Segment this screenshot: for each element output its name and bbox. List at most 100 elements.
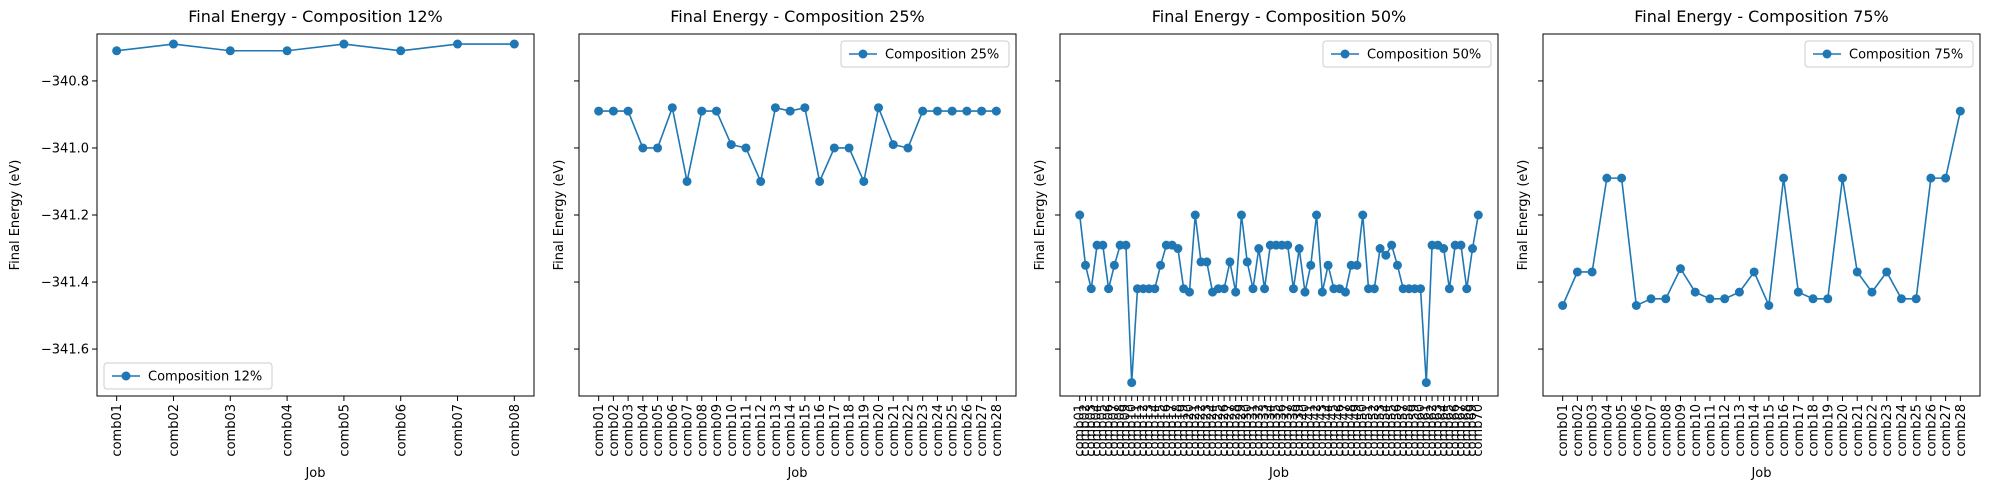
data-point (1323, 260, 1333, 270)
x-tick-label: comb52 (1367, 404, 1382, 457)
x-tick-label: comb23 (1199, 404, 1214, 457)
data-point (1184, 287, 1194, 297)
data-point (1358, 210, 1368, 220)
x-tick-label: comb02 (167, 404, 182, 457)
y-axis-label: Final Energy (eV) (8, 160, 23, 271)
data-point (932, 106, 942, 116)
x-tick-label: comb09 (1119, 404, 1134, 457)
data-point (1587, 267, 1597, 277)
legend: Composition 50% (1322, 40, 1492, 68)
data-point (225, 46, 235, 56)
data-point (1075, 210, 1085, 220)
data-point (991, 106, 1001, 116)
x-tick-label: comb12 (1136, 404, 1151, 457)
data-point (1705, 294, 1715, 304)
data-point (1127, 378, 1137, 388)
x-tick-label: comb27 (1939, 404, 1954, 457)
x-tick-label: comb23 (916, 404, 931, 457)
x-tick-label: comb59 (1407, 404, 1422, 457)
x-tick-label: comb06 (666, 404, 681, 457)
data-point (1242, 257, 1252, 267)
data-point (1955, 106, 1965, 116)
data-point (1572, 267, 1582, 277)
series-line (1561, 110, 1962, 309)
data-point (1926, 173, 1936, 183)
x-tick-label: comb21 (1851, 404, 1866, 457)
x-tick-label: comb25 (946, 404, 961, 457)
data-point (874, 103, 884, 113)
data-point (396, 46, 406, 56)
x-tick-label: comb12 (754, 404, 769, 457)
data-point (1941, 173, 1951, 183)
data-point (1300, 287, 1310, 297)
x-tick-label: comb03 (622, 404, 637, 457)
data-point (1823, 294, 1833, 304)
data-point (829, 143, 839, 153)
x-tick-label: comb20 (1836, 404, 1851, 457)
x-tick-label: comb22 (1194, 404, 1209, 457)
x-tick-label: comb02 (1571, 404, 1586, 457)
x-tick-label: comb60 (1413, 404, 1428, 457)
data-point (1340, 287, 1350, 297)
data-point (1456, 240, 1466, 250)
x-tick-label: comb14 (1748, 404, 1763, 457)
data-point (785, 106, 795, 116)
x-tick-label: comb32 (1251, 404, 1266, 457)
x-tick-label: comb49 (1350, 404, 1365, 457)
x-tick-label: comb14 (784, 404, 799, 457)
x-tick-label: comb01 (592, 404, 607, 457)
plot-area-frame (1059, 33, 1499, 397)
data-point (1661, 294, 1671, 304)
data-point (1173, 244, 1183, 254)
legend-label: Composition 50% (1367, 48, 1481, 63)
data-point (667, 103, 677, 113)
x-tick-label: comb66 (1448, 404, 1463, 457)
x-tick-label: comb26 (1217, 404, 1232, 457)
x-tick-label: comb24 (1895, 404, 1910, 457)
x-tick-label: comb54 (1379, 404, 1394, 457)
data-point (1080, 260, 1090, 270)
x-tick-label: comb23 (1880, 404, 1895, 457)
chart-title: Final Energy - Composition 75% (1634, 7, 1889, 26)
x-tick-label: comb11 (1704, 404, 1719, 457)
x-tick-label: comb11 (740, 404, 755, 457)
data-point (815, 176, 825, 186)
x-tick-label: comb01 (1072, 404, 1087, 457)
data-point (1294, 244, 1304, 254)
data-point (453, 39, 463, 49)
x-tick-label: comb68 (1459, 404, 1474, 457)
data-point (770, 103, 780, 113)
data-point (1219, 284, 1229, 294)
legend-box (1322, 40, 1492, 68)
x-tick-label: comb01 (1556, 404, 1571, 457)
x-tick-label: comb31 (1246, 404, 1261, 457)
x-tick-label: comb36 (1275, 404, 1290, 457)
x-tick-label: comb25 (1910, 404, 1925, 457)
data-point (1444, 284, 1454, 294)
data-point (903, 143, 913, 153)
x-tick-label: comb21 (887, 404, 902, 457)
x-tick-label: comb43 (1315, 404, 1330, 457)
data-point (1734, 287, 1744, 297)
x-tick-label: comb05 (1615, 404, 1630, 457)
x-tick-label: comb07 (451, 404, 466, 457)
chart-panel-2: Final Energy - Composition 25% Final Ener… (552, 7, 1017, 481)
x-tick-label: comb25 (1211, 404, 1226, 457)
data-point (339, 39, 349, 49)
plot-area-frame (96, 33, 535, 397)
data-point (1109, 260, 1119, 270)
data-point (1156, 260, 1166, 270)
data-point (638, 143, 648, 153)
x-tick-label: comb30 (1240, 404, 1255, 457)
x-tick-label: comb27 (975, 404, 990, 457)
data-point (1911, 294, 1921, 304)
chart-title: Final Energy - Composition 12% (188, 7, 443, 26)
x-tick-label: comb28 (990, 404, 1005, 457)
x-tick-label: comb37 (1280, 404, 1295, 457)
x-tick-label: comb08 (695, 404, 710, 457)
data-point (1439, 244, 1449, 254)
data-point (1852, 267, 1862, 277)
x-tick-label: comb29 (1234, 404, 1249, 457)
data-point (1690, 287, 1700, 297)
